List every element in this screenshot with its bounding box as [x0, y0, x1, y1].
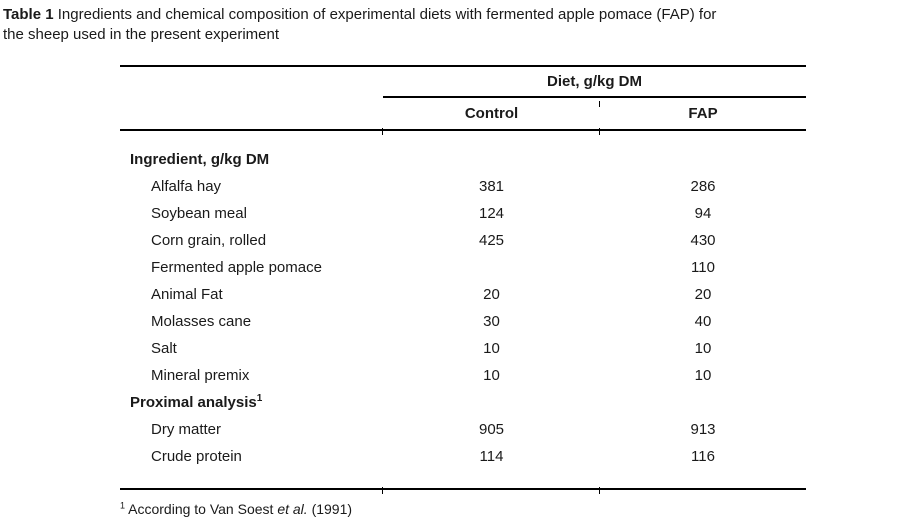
- column-divider-tick: [599, 487, 600, 494]
- table-row-mineral-premix: Mineral premix 10 10: [120, 362, 806, 389]
- column-divider-tick: [599, 101, 600, 107]
- control-value: 10: [483, 367, 500, 384]
- fap-value: 20: [694, 286, 712, 303]
- diet-span-header: Diet, g/kg DM: [383, 66, 807, 98]
- table-row-dry-matter: Dry matter 905 913: [120, 416, 806, 443]
- column-header-row: Control FAP: [120, 97, 807, 131]
- table-row-soybean-meal: Soybean meal 124 94: [120, 200, 806, 227]
- table-footnote: 1 According to Van Soest et al. (1991): [120, 501, 352, 517]
- table-row-salt: Salt 10 10: [120, 335, 806, 362]
- table-body: Ingredient, g/kg DM Alfalfa hay 381 286 …: [120, 130, 806, 489]
- fap-value: [600, 389, 806, 416]
- fap-value: 116: [691, 448, 715, 465]
- control-value: 905: [478, 421, 505, 438]
- row-label: Alfalfa hay: [151, 178, 222, 195]
- control-value: 425: [478, 232, 505, 249]
- caption-line-2: the sheep used in the present experiment: [3, 26, 280, 43]
- footnote-text: (1991): [311, 501, 353, 517]
- table-row-fermented-apple-pomace: Fermented apple pomace 110: [120, 254, 806, 281]
- footnote-italic: et al.: [277, 501, 308, 517]
- control-value: [383, 389, 600, 416]
- control-column-header: Control: [383, 97, 600, 131]
- row-label: Crude protein: [151, 448, 242, 465]
- row-label: Dry matter: [151, 421, 222, 438]
- row-label: Proximal analysis1: [130, 393, 263, 412]
- column-divider-tick: [382, 128, 383, 135]
- row-label: Salt: [151, 340, 177, 357]
- row-label: Corn grain, rolled: [151, 232, 267, 249]
- table-row-molasses-cane: Molasses cane 30 40: [120, 308, 806, 335]
- fap-column-header: FAP: [600, 97, 807, 131]
- row-label: Animal Fat: [151, 286, 223, 303]
- fap-value: 94: [694, 205, 712, 222]
- control-value: 10: [483, 340, 500, 357]
- table-row-section-ingredient: Ingredient, g/kg DM: [120, 146, 806, 173]
- diet-table-container: Diet, g/kg DM Control FAP Ingredient, g/…: [120, 65, 807, 494]
- footnote-marker: 1: [256, 393, 263, 404]
- spacer-row: [120, 130, 806, 146]
- footnote-text: According to Van Soest: [128, 501, 274, 517]
- table-header: Diet, g/kg DM Control FAP: [120, 66, 807, 131]
- row-label: Soybean meal: [151, 205, 247, 222]
- footnote-marker: 1: [120, 500, 126, 511]
- control-value: [383, 254, 600, 281]
- header-empty-cell: [120, 97, 383, 131]
- column-divider-tick: [599, 128, 600, 135]
- fap-value: [600, 146, 806, 173]
- row-label: Fermented apple pomace: [151, 259, 322, 276]
- header-corner-cell: [120, 66, 383, 97]
- control-value: 114: [479, 448, 504, 465]
- fap-value: 10: [694, 367, 712, 384]
- fap-value: 40: [694, 313, 712, 330]
- caption-line-1: Table 1 Ingredients and chemical composi…: [3, 5, 921, 25]
- row-label: Molasses cane: [151, 313, 252, 330]
- diet-composition-table: Diet, g/kg DM Control FAP Ingredient, g/…: [120, 65, 807, 490]
- fap-value: 110: [691, 259, 715, 276]
- table-row-animal-fat: Animal Fat 20 20: [120, 281, 806, 308]
- fap-value: 913: [690, 421, 716, 438]
- table-row-corn-grain: Corn grain, rolled 425 430: [120, 227, 806, 254]
- row-label: Mineral premix: [151, 367, 250, 384]
- control-value: [383, 146, 600, 173]
- spacer-row: [120, 470, 806, 489]
- fap-value: 286: [690, 178, 716, 195]
- row-label: Ingredient, g/kg DM: [130, 151, 270, 168]
- spanning-header-row: Diet, g/kg DM: [120, 66, 807, 98]
- table-caption: Table 1 Ingredients and chemical composi…: [3, 5, 921, 45]
- column-divider-tick: [382, 487, 383, 494]
- control-value: 381: [478, 178, 505, 195]
- caption-text-1: Ingredients and chemical composition of …: [57, 6, 717, 23]
- control-value: 30: [483, 313, 500, 330]
- fap-value: 430: [690, 232, 716, 249]
- control-value: 124: [478, 205, 505, 222]
- table-row-alfalfa-hay: Alfalfa hay 381 286: [120, 173, 806, 200]
- table-row-crude-protein: Crude protein 114 116: [120, 443, 806, 470]
- table-number-label: Table 1: [3, 6, 54, 23]
- table-row-section-proximal-analysis: Proximal analysis1: [120, 389, 806, 416]
- control-value: 20: [483, 286, 500, 303]
- fap-value: 10: [694, 340, 712, 357]
